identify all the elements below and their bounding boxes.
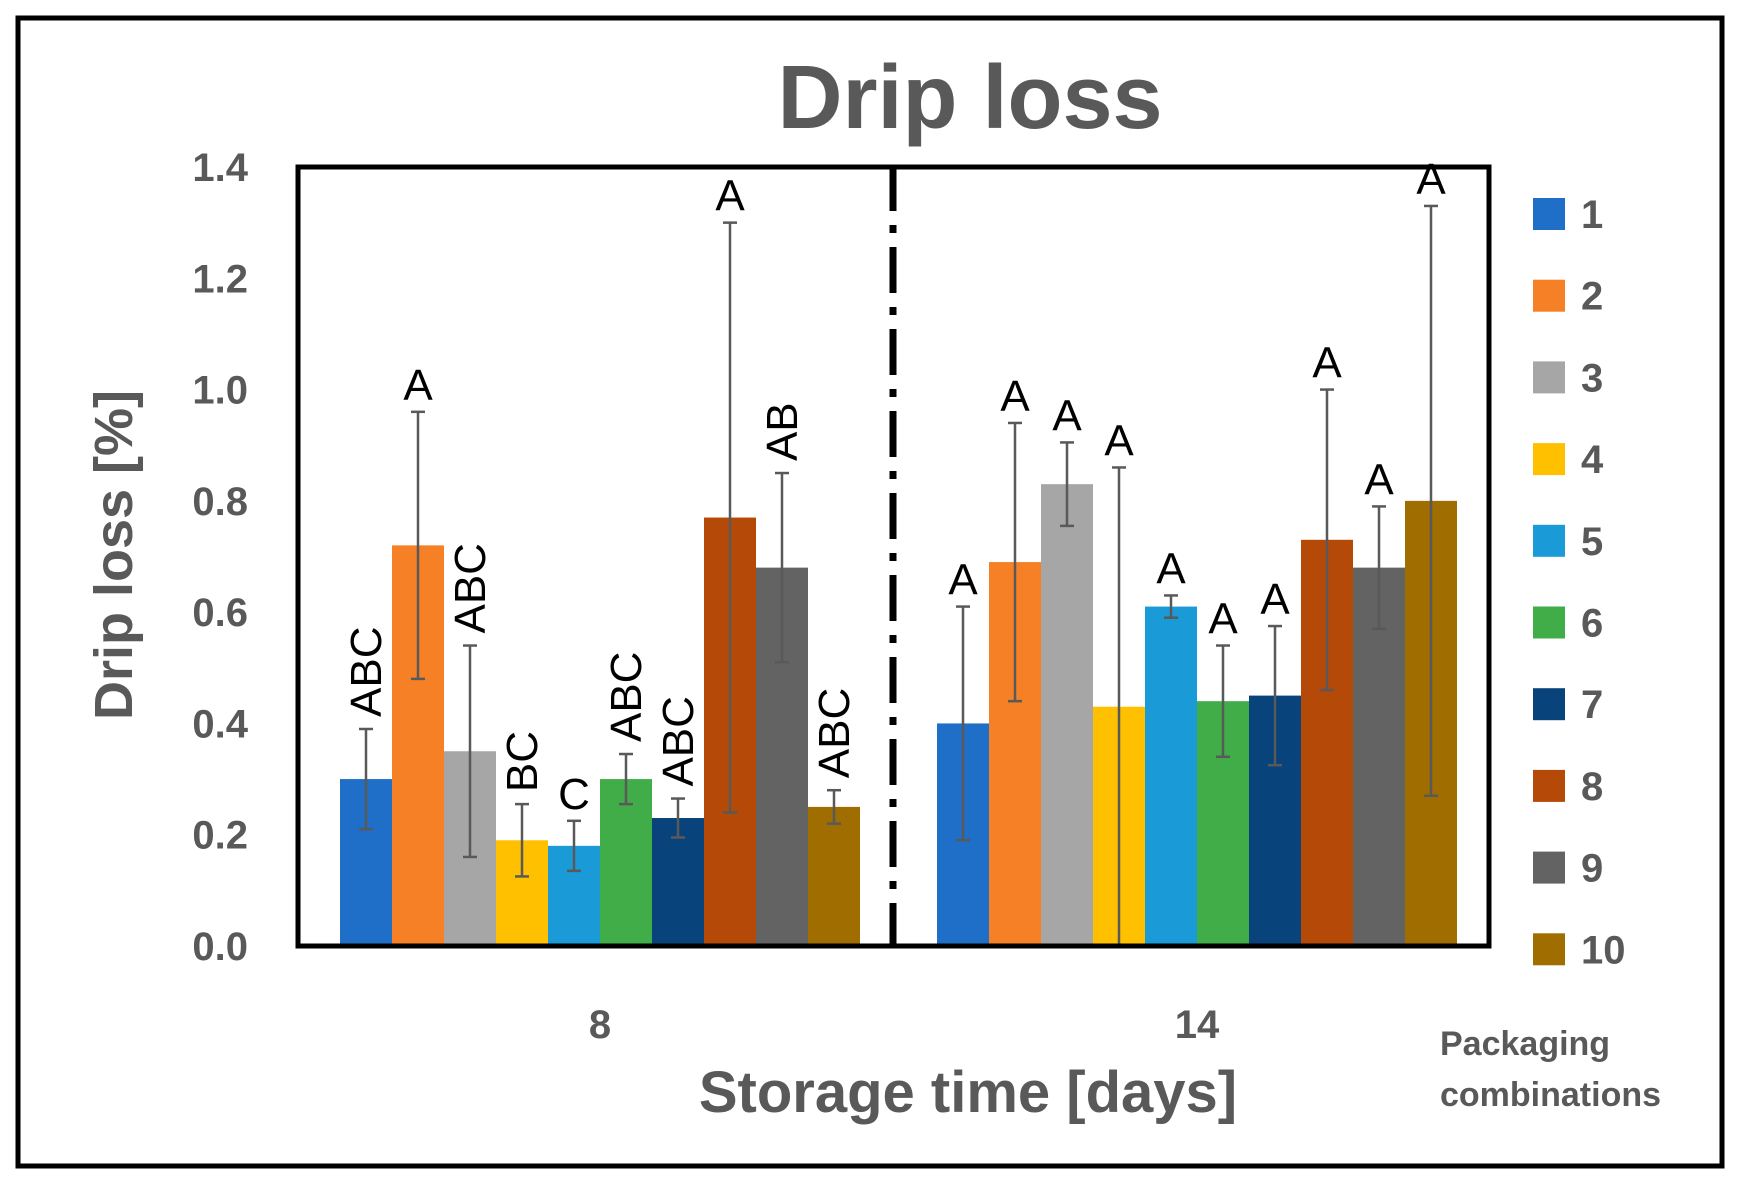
bar-day14-pack3	[1041, 484, 1093, 946]
error-bar-day14-pack10	[1424, 204, 1438, 798]
legend: 1 2 3 4 5 6 7 8 9 10	[1533, 193, 1626, 972]
error-bar-day8-pack4	[515, 802, 529, 878]
error-bar-day8-pack2	[411, 410, 425, 681]
y-tick-label: 0.2	[192, 814, 248, 858]
significance-label-day8-pack6: ABC	[602, 652, 651, 742]
legend-label-1: 1	[1581, 193, 1603, 237]
x-axis-ticks: 8 14	[589, 1003, 1220, 1047]
error-bar-day14-pack6	[1216, 644, 1230, 759]
error-bars-layer	[359, 204, 1438, 948]
legend-label-6: 6	[1581, 602, 1603, 646]
chart-title: Drip loss	[777, 48, 1162, 148]
error-bar-day14-pack5	[1164, 594, 1178, 619]
legend-label-2: 2	[1581, 275, 1603, 319]
legend-label-7: 7	[1581, 683, 1603, 727]
error-bar-day8-pack10	[827, 788, 841, 825]
error-bar-day14-pack9	[1372, 505, 1386, 631]
significance-label-day8-pack10: ABC	[810, 688, 859, 778]
legend-swatch-8	[1533, 769, 1565, 802]
legend-label-4: 4	[1581, 438, 1604, 482]
legend-label-5: 5	[1581, 520, 1603, 564]
error-bar-day14-pack3	[1060, 441, 1074, 528]
significance-label-day8-pack8: A	[715, 172, 745, 221]
error-bar-day8-pack6	[619, 752, 633, 806]
error-bar-day14-pack1	[956, 605, 970, 842]
bar-day8-pack7	[652, 818, 704, 946]
figure-frame	[15, 15, 1725, 1169]
legend-swatch-1	[1533, 198, 1565, 230]
legend-swatch-3	[1533, 361, 1565, 394]
significance-label-day8-pack7: ABC	[654, 696, 703, 786]
legend-label-10: 10	[1581, 928, 1626, 972]
y-tick-label: 1.0	[192, 369, 248, 413]
legend-swatch-6	[1533, 606, 1565, 639]
bar-day14-pack5	[1145, 606, 1197, 946]
legend-title-line-2: combinations	[1440, 1076, 1661, 1114]
significance-label-day14-pack9: A	[1364, 455, 1394, 504]
y-tick-label: 0.6	[192, 591, 248, 635]
significance-label-day14-pack4: A	[1104, 416, 1134, 465]
bar-day14-pack9	[1353, 567, 1405, 946]
y-tick-label: 0.4	[192, 702, 248, 746]
error-bar-day8-pack8	[723, 221, 737, 814]
error-bar-day8-pack1	[359, 727, 373, 831]
significance-label-day14-pack8: A	[1312, 339, 1342, 388]
bar-day8-pack6	[600, 779, 652, 946]
y-tick-label: 0.8	[192, 480, 248, 524]
y-axis-ticks: 0.0 0.2 0.4 0.6 0.8 1.0 1.2 1.4	[192, 146, 248, 969]
significance-label-day14-pack1: A	[948, 556, 978, 605]
error-bar-day14-pack8	[1320, 388, 1334, 692]
significance-label-day14-pack7: A	[1260, 575, 1290, 624]
significance-label-day14-pack10: A	[1416, 155, 1446, 204]
y-axis-title: Drip loss [%]	[84, 390, 144, 720]
significance-label-day8-pack1: ABC	[342, 627, 391, 717]
error-bar-day8-pack3	[463, 644, 477, 859]
x-tick-label: 14	[1175, 1003, 1220, 1047]
significance-label-day8-pack9: AB	[758, 402, 807, 461]
error-bar-day14-pack7	[1268, 624, 1282, 767]
legend-label-9: 9	[1581, 847, 1603, 891]
significance-label-day8-pack5: C	[558, 770, 590, 819]
significance-label-day14-pack2: A	[1000, 372, 1030, 421]
error-bar-day14-pack2	[1008, 421, 1022, 703]
x-axis-title: Storage time [days]	[699, 1060, 1237, 1125]
significance-label-day14-pack3: A	[1052, 391, 1082, 440]
plot-area-frame	[295, 164, 1492, 949]
legend-swatch-7	[1533, 688, 1565, 721]
significance-label-day14-pack5: A	[1156, 544, 1186, 593]
y-tick-label: 1.4	[192, 146, 248, 190]
significance-label-day8-pack3: ABC	[446, 543, 495, 633]
legend-title-line-1: Packaging	[1440, 1025, 1610, 1063]
x-tick-label: 8	[589, 1003, 611, 1047]
error-bar-day8-pack7	[671, 797, 685, 839]
legend-swatch-2	[1533, 279, 1565, 312]
legend-swatch-10	[1533, 933, 1565, 966]
y-tick-label: 0.0	[192, 925, 248, 969]
error-bar-day8-pack5	[567, 819, 581, 873]
error-bar-day8-pack9	[775, 471, 789, 664]
legend-swatch-9	[1533, 851, 1565, 884]
legend-label-3: 3	[1581, 356, 1603, 400]
significance-label-day8-pack2: A	[403, 361, 433, 410]
legend-label-8: 8	[1581, 765, 1603, 809]
bar-day8-pack10	[808, 806, 860, 946]
significance-label-day8-pack4: BC	[498, 731, 547, 792]
legend-swatch-5	[1533, 524, 1565, 557]
legend-swatch-4	[1533, 443, 1565, 476]
significance-label-day14-pack6: A	[1208, 595, 1238, 644]
y-tick-label: 1.2	[192, 257, 248, 301]
